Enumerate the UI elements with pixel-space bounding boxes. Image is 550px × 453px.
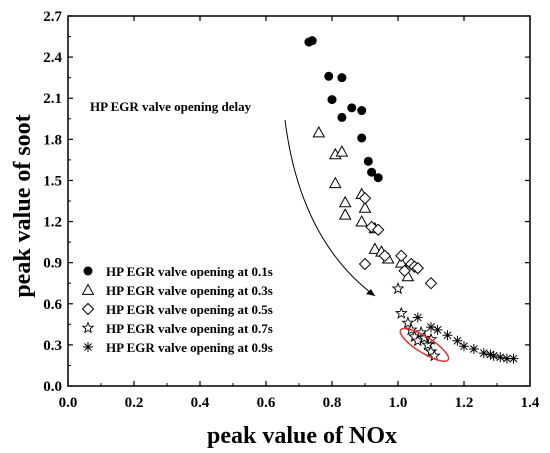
y-tick-labels: 0.0 0.3 0.6 0.9 1.2 1.5 1.8 2.1 2.4 2.7	[43, 9, 62, 395]
x-tick-label: 0.0	[59, 395, 78, 411]
data-point	[335, 145, 349, 157]
legend-marker	[83, 266, 93, 276]
data-point	[508, 353, 519, 364]
data-point	[363, 156, 373, 166]
legend: HP EGR valve opening at 0.1s HP EGR valve…	[81, 264, 273, 355]
data-point	[358, 201, 372, 213]
data-point	[355, 215, 369, 227]
legend-label: HP EGR valve opening at 0.3s	[106, 283, 273, 298]
y-tick-label: 0.0	[43, 379, 62, 395]
data-point	[459, 341, 469, 352]
data-point	[391, 281, 405, 295]
data-point	[398, 264, 411, 278]
x-tick-labels: 0.0 0.2 0.4 0.6 0.8 1.0 1.2 1.4	[59, 395, 540, 411]
data-point	[412, 312, 423, 323]
plot-frame	[67, 15, 531, 387]
annotation: HP EGR valve opening delay	[90, 99, 450, 362]
data-point	[488, 350, 499, 361]
data-point	[307, 36, 317, 46]
data-point	[426, 322, 436, 333]
legend-marker	[81, 321, 95, 334]
x-tick-label: 0.2	[125, 395, 144, 411]
annotation-text: HP EGR valve opening delay	[90, 99, 252, 114]
data-point	[417, 331, 431, 344]
highlight-ellipse	[399, 327, 450, 362]
annotation-arrow-head	[366, 289, 375, 296]
data-point	[378, 249, 392, 263]
data-point	[411, 261, 425, 275]
data-point	[495, 352, 506, 363]
legend-marker	[83, 342, 93, 352]
series-4	[412, 312, 519, 364]
data-point	[442, 330, 453, 341]
x-tick-label: 0.4	[191, 395, 210, 411]
legend-marker	[81, 302, 95, 316]
data-point	[394, 256, 408, 268]
data-point	[468, 344, 479, 354]
data-point	[485, 349, 496, 360]
series-0	[304, 36, 383, 183]
x-axis-label: peak value of NOx	[207, 423, 397, 449]
x-tick-label: 1.0	[389, 395, 408, 411]
legend-marker	[81, 283, 95, 295]
y-tick-label: 0.3	[43, 338, 62, 354]
data-point	[368, 242, 382, 254]
data-point	[327, 95, 337, 105]
data-point	[312, 125, 326, 138]
data-point	[432, 324, 443, 335]
data-points	[304, 36, 519, 364]
annotation-arrow-line	[284, 119, 376, 297]
data-point	[452, 335, 463, 346]
data-point	[394, 306, 408, 319]
data-point	[357, 133, 367, 143]
legend-label: HP EGR valve opening at 0.5s	[106, 302, 273, 317]
data-point	[401, 316, 415, 329]
y-tick-label: 0.9	[43, 256, 62, 272]
data-point	[367, 167, 377, 177]
data-point	[371, 223, 385, 236]
data-point	[338, 208, 352, 220]
x-tick-label: 1.4	[521, 395, 540, 411]
data-point	[358, 257, 372, 271]
data-point	[347, 103, 357, 113]
data-point	[373, 173, 383, 183]
data-point	[337, 112, 347, 122]
data-point	[324, 71, 334, 81]
y-tick-label: 1.5	[43, 173, 62, 189]
series-2	[358, 192, 438, 290]
data-point	[357, 106, 367, 116]
y-tick-label: 2.4	[43, 50, 62, 66]
data-point	[414, 325, 428, 339]
y-tick-label: 2.1	[43, 91, 62, 107]
x-tick-label: 0.6	[257, 395, 276, 411]
y-tick-label: 2.7	[43, 9, 62, 25]
x-tick-label: 0.8	[323, 395, 342, 411]
x-tick-label: 1.2	[455, 395, 474, 411]
y-tick-label: 1.8	[43, 132, 62, 148]
y-tick-label: 0.6	[43, 297, 62, 313]
y-axis-label: peak value of soot	[10, 114, 36, 297]
data-point	[337, 73, 347, 83]
legend-label: HP EGR valve opening at 0.9s	[106, 340, 273, 355]
data-point	[395, 249, 408, 263]
data-point	[328, 176, 342, 189]
data-point	[424, 277, 438, 290]
data-point	[358, 192, 372, 205]
y-tick-label: 1.2	[43, 215, 62, 231]
data-point	[501, 353, 512, 364]
data-point	[478, 348, 489, 359]
legend-label: HP EGR valve opening at 0.1s	[106, 264, 273, 279]
legend-label: HP EGR valve opening at 0.7s	[106, 321, 273, 336]
data-point	[338, 195, 352, 208]
